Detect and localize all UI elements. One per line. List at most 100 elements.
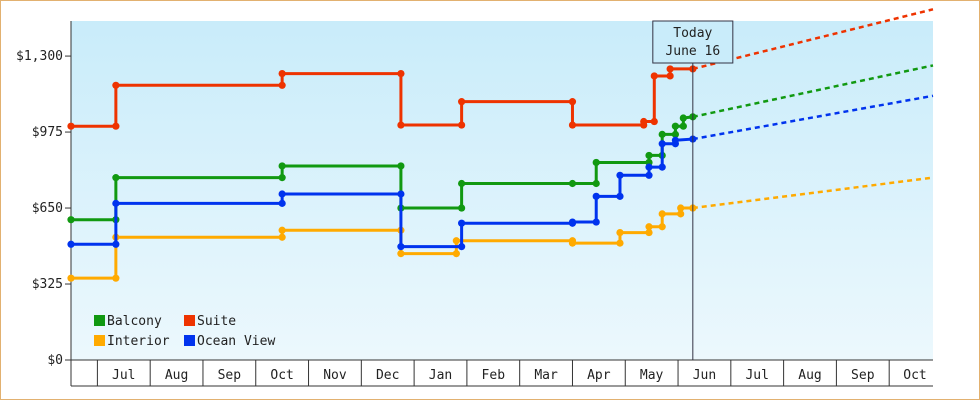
- data-point: [616, 228, 624, 237]
- y-tick-label: $0: [47, 353, 63, 368]
- data-point: [278, 174, 286, 182]
- data-point: [658, 140, 666, 148]
- x-tick-label: Oct: [903, 368, 926, 383]
- today-label: Today: [673, 26, 712, 41]
- data-point: [458, 243, 466, 251]
- legend-swatch: [184, 335, 195, 346]
- data-point: [458, 219, 466, 227]
- series-balcony: [67, 64, 934, 224]
- data-point: [650, 117, 658, 126]
- data-point: [592, 192, 600, 200]
- x-tick-label: Nov: [323, 368, 347, 383]
- x-tick-label: Jul: [112, 368, 135, 383]
- series-line: [71, 137, 693, 249]
- forecast-line: [692, 94, 934, 141]
- data-point: [671, 122, 680, 130]
- data-point: [112, 274, 120, 282]
- y-tick-label: $975: [32, 125, 63, 140]
- series-interior: [67, 176, 934, 282]
- data-point: [278, 162, 286, 170]
- data-point: [278, 233, 286, 241]
- y-tick-label: $650: [32, 201, 63, 216]
- data-point: [666, 72, 674, 80]
- legend-label: Suite: [197, 314, 236, 329]
- data-point: [568, 179, 577, 188]
- data-point: [568, 218, 577, 226]
- today-box: [652, 20, 734, 64]
- data-point: [592, 179, 600, 188]
- data-point: [67, 240, 75, 248]
- data-point: [458, 204, 466, 212]
- data-point: [67, 216, 75, 224]
- data-point: [645, 223, 653, 231]
- data-point: [671, 136, 680, 144]
- legend-swatch: [184, 315, 195, 326]
- data-point: [568, 121, 577, 129]
- data-point: [278, 199, 286, 207]
- y-tick-label: $1,300: [16, 49, 63, 64]
- data-point: [67, 274, 75, 282]
- y-tick-label: $325: [32, 277, 63, 292]
- data-point: [112, 174, 120, 182]
- legend-label: Ocean View: [197, 334, 275, 349]
- series-ocean-view: [67, 94, 934, 251]
- x-tick-label: Apr: [587, 368, 611, 383]
- data-point: [568, 98, 577, 106]
- data-point: [278, 70, 286, 78]
- series-suite: [67, 8, 934, 130]
- data-point: [452, 250, 460, 258]
- data-point: [658, 210, 666, 218]
- x-tick-label: May: [640, 368, 664, 383]
- data-point: [616, 171, 624, 179]
- data-point: [112, 199, 120, 207]
- legend-swatch: [94, 335, 105, 346]
- data-point: [658, 130, 666, 138]
- x-tick-label: Jun: [693, 368, 716, 383]
- x-tick-label: Dec: [376, 368, 399, 383]
- data-point: [112, 81, 120, 89]
- data-point: [671, 130, 680, 138]
- data-point: [666, 65, 674, 73]
- data-point: [458, 98, 466, 106]
- data-point: [397, 190, 405, 198]
- x-tick-label: Sep: [851, 368, 875, 383]
- data-point: [458, 121, 466, 129]
- data-point: [592, 158, 600, 167]
- data-point: [677, 204, 685, 212]
- data-point: [278, 81, 286, 89]
- data-point: [679, 122, 687, 130]
- data-point: [67, 122, 75, 130]
- x-tick-label: Sep: [218, 368, 242, 383]
- data-point: [397, 162, 405, 170]
- data-point: [640, 117, 648, 126]
- plot-area: [71, 21, 933, 360]
- legend-label: Interior: [107, 334, 170, 349]
- data-point: [397, 250, 405, 258]
- x-tick-label: Jul: [745, 368, 768, 383]
- data-point: [278, 190, 286, 198]
- x-tick-label: Aug: [798, 368, 821, 383]
- data-point: [458, 179, 466, 188]
- data-point: [616, 239, 624, 247]
- legend-label: Balcony: [107, 314, 162, 329]
- data-point: [679, 114, 687, 122]
- data-point: [397, 121, 405, 129]
- data-point: [645, 163, 653, 171]
- data-point: [592, 218, 600, 226]
- data-point: [645, 171, 653, 179]
- data-point: [452, 237, 460, 245]
- data-point: [645, 228, 653, 237]
- x-tick-label: Feb: [482, 368, 506, 383]
- data-point: [568, 239, 577, 247]
- x-tick-label: Jan: [429, 368, 452, 383]
- today-date: June 16: [665, 44, 720, 59]
- data-point: [658, 223, 666, 231]
- data-point: [278, 226, 286, 234]
- data-point: [112, 240, 120, 248]
- data-point: [658, 163, 666, 171]
- data-point: [616, 192, 624, 200]
- x-tick-label: Mar: [534, 368, 558, 383]
- data-point: [645, 151, 653, 160]
